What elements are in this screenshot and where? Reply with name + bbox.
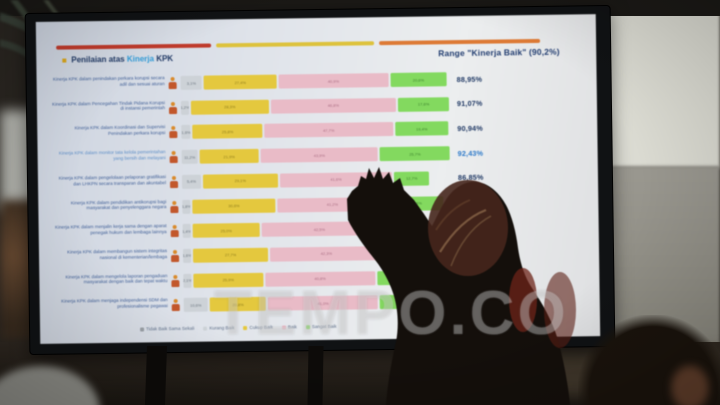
tempo-watermark: TEMPO.CO <box>214 279 569 348</box>
background-right-wall <box>596 4 720 168</box>
audience-face <box>668 362 712 405</box>
